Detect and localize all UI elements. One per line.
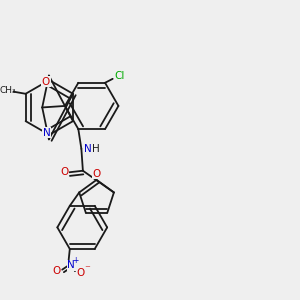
Text: CH₃: CH₃ xyxy=(0,85,16,94)
Text: N: N xyxy=(43,128,50,138)
Text: O: O xyxy=(52,266,61,276)
Text: +: + xyxy=(72,256,79,265)
Text: N: N xyxy=(84,145,92,154)
Text: O: O xyxy=(92,169,101,179)
Text: N: N xyxy=(68,260,75,270)
Text: H: H xyxy=(92,145,100,154)
Text: O: O xyxy=(76,268,85,278)
Text: O: O xyxy=(42,76,50,87)
Text: O: O xyxy=(60,167,68,177)
Text: ⁻: ⁻ xyxy=(84,264,90,274)
Text: Cl: Cl xyxy=(114,71,124,81)
